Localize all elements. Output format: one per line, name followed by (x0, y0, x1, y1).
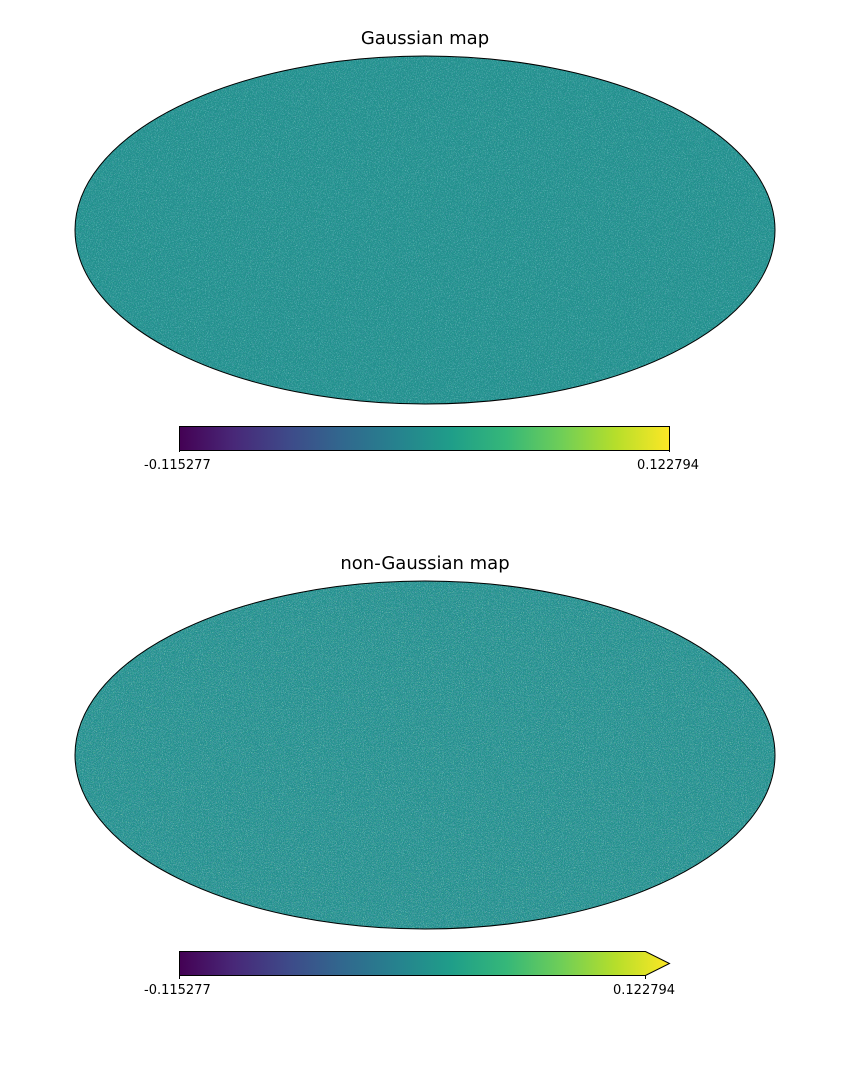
colorbar (179, 951, 671, 979)
colorbar-max-label: 0.122794 (637, 458, 700, 473)
colorbar (179, 426, 670, 452)
map-outline (74, 55, 776, 405)
colorbar-gradient (179, 426, 670, 451)
colorbar-min-label: -0.115277 (144, 983, 211, 998)
map-noise-texture (75, 56, 775, 404)
panel-title: non-Gaussian map (340, 553, 510, 574)
non-gaussian-map-panel: non-Gaussian map -0.115277 0. (0, 525, 850, 1045)
gaussian-map-panel: Gaussian map -0.115277 0.1227 (0, 0, 850, 520)
map-outline (74, 580, 776, 930)
mollweide-map (74, 55, 776, 405)
map-noise-texture (75, 581, 775, 929)
colorbar-min-label: -0.115277 (144, 458, 211, 473)
colorbar-max-label: 0.122794 (613, 983, 676, 998)
colorbar-gradient-extend-max (179, 951, 671, 976)
panel-title: Gaussian map (360, 28, 490, 49)
mollweide-map (74, 580, 776, 930)
